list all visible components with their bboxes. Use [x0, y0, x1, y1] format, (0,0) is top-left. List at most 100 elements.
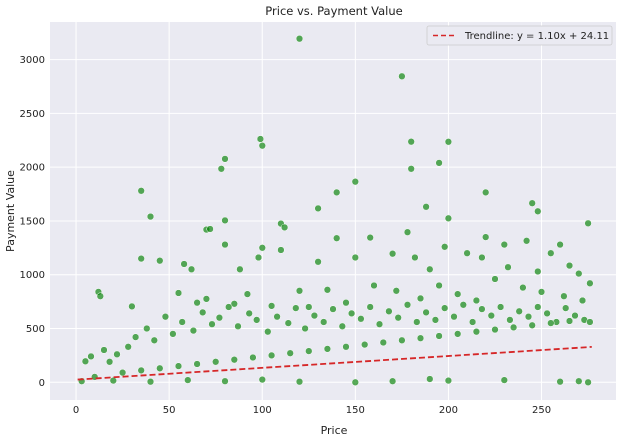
x-tick-label: 50 — [163, 405, 176, 416]
scatter-point — [202, 295, 211, 303]
scatter-point — [258, 142, 266, 150]
scatter-point — [212, 358, 220, 366]
scatter-point — [206, 225, 214, 233]
scatter-point — [370, 281, 378, 290]
scatter-point — [156, 257, 164, 265]
scatter-point — [366, 233, 374, 242]
scatter-point — [388, 377, 397, 385]
scatter-point — [435, 332, 443, 340]
scatter-point — [225, 303, 233, 311]
scatter-point — [361, 340, 369, 349]
scatter-point — [342, 343, 350, 351]
scatter-point — [357, 315, 365, 323]
scatter-point — [565, 261, 574, 270]
scatter-point — [347, 309, 356, 318]
scatter-point — [575, 269, 583, 278]
scatter-point — [258, 244, 266, 252]
scatter-point — [500, 240, 508, 249]
scatter-point — [459, 301, 467, 309]
scatter-point — [256, 135, 265, 143]
scatter-point — [407, 138, 415, 146]
scatter-point — [586, 279, 594, 287]
x-axis-ticks: 0 50 100 150 200 250 — [73, 405, 551, 416]
scatter-point — [351, 378, 359, 386]
scatter-point — [403, 301, 412, 309]
scatter-point — [351, 178, 359, 186]
scatter-point — [454, 290, 462, 298]
scatter-point — [500, 376, 508, 384]
scatter-point — [398, 336, 406, 344]
scatter-point — [193, 360, 201, 368]
scatter-point — [143, 324, 151, 333]
scatter-point — [562, 304, 570, 312]
scatter-point — [109, 376, 117, 385]
y-tick-label: 500 — [26, 324, 45, 335]
scatter-point — [137, 187, 145, 195]
scatter-point — [435, 159, 443, 167]
y-axis-label: Payment Value — [4, 170, 17, 252]
y-tick-label: 2500 — [20, 109, 45, 120]
scatter-point — [416, 294, 425, 303]
scatter-point — [560, 292, 568, 300]
scatter-point — [537, 288, 546, 296]
scatter-point — [478, 253, 486, 262]
y-tick-label: 3000 — [20, 55, 45, 66]
scatter-point — [463, 249, 471, 257]
scatter-point — [571, 311, 579, 320]
y-tick-label: 1000 — [20, 270, 45, 281]
scatter-point — [128, 302, 136, 311]
y-tick-label: 0 — [39, 378, 45, 389]
scatter-point — [375, 320, 384, 328]
scatter-point — [253, 316, 261, 324]
scatter-point — [199, 308, 207, 317]
scatter-point — [221, 155, 229, 163]
scatter-point — [556, 378, 564, 386]
scatter-point — [245, 309, 253, 318]
scatter-point — [444, 138, 453, 146]
scatter-point — [491, 325, 499, 334]
trendline-layer — [77, 345, 592, 381]
scatter-point — [292, 304, 300, 312]
scatter-point — [534, 207, 542, 215]
scatter-point — [230, 356, 238, 364]
scatter-point — [137, 254, 145, 263]
scatter-point — [422, 308, 430, 317]
scatter-point — [416, 334, 425, 342]
scatter-point — [131, 333, 140, 341]
scatter-point — [450, 313, 458, 321]
x-tick-label: 0 — [73, 405, 79, 416]
scatter-point — [411, 253, 419, 262]
scatter-point — [137, 366, 145, 375]
scatter-point — [578, 296, 587, 305]
scatter-point — [584, 378, 592, 386]
scatter-point — [217, 165, 225, 173]
scatter-point — [295, 35, 304, 43]
scatter-point — [547, 249, 555, 257]
scatter-point — [491, 275, 499, 283]
scatter-point — [267, 351, 276, 360]
scatter-point — [310, 311, 319, 320]
scatter-point — [454, 330, 462, 338]
scatter-point — [403, 228, 412, 236]
scatter-point — [178, 318, 186, 326]
scatter-point — [118, 368, 127, 377]
scatter-point — [96, 292, 104, 300]
scatter-point — [487, 311, 495, 320]
scatter-point — [586, 318, 594, 326]
scatter-point — [277, 246, 285, 254]
legend-box — [426, 25, 613, 46]
scatter-point — [187, 265, 196, 273]
scatter-point — [388, 250, 397, 258]
scatter-point — [379, 338, 387, 347]
scatter-point — [556, 240, 564, 249]
scatter-point — [180, 260, 188, 268]
scatter-point — [208, 320, 216, 328]
scatter-point — [547, 319, 555, 327]
scatter-point — [519, 283, 527, 292]
x-tick-label: 200 — [439, 405, 458, 416]
scatter-point — [543, 309, 551, 318]
scatter-point — [169, 330, 177, 338]
scatter-point — [258, 375, 266, 384]
scatter-point — [323, 345, 332, 353]
scatter-point — [305, 303, 313, 311]
